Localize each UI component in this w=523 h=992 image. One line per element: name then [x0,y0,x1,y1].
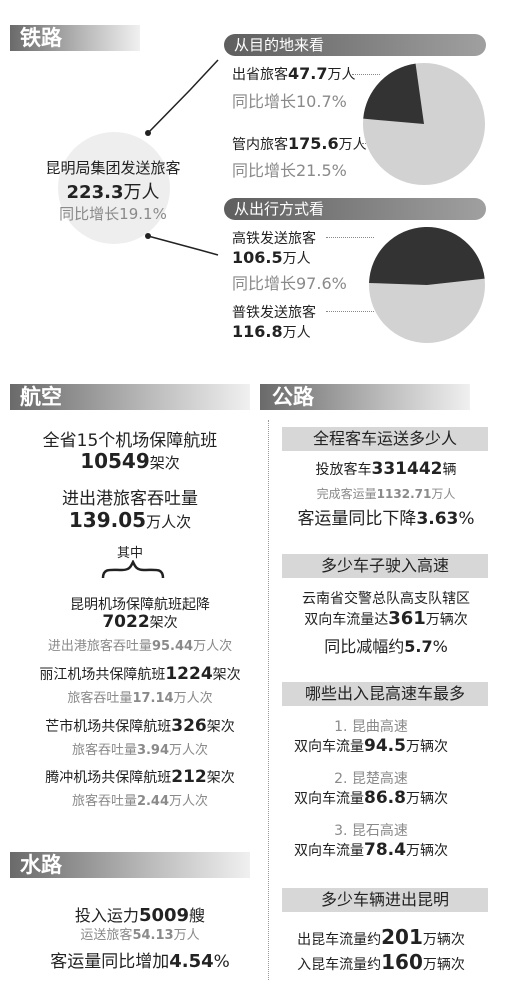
pie-slice-out-province [363,63,424,124]
water-section-title: 水路 [20,853,62,877]
rail-out-province-growth: 同比增长10.7% [232,92,347,111]
rail-normal-label: 普铁发送旅客 [232,305,316,321]
rail-section-bar [10,25,140,51]
air-line1-label: 全省15个机场保障航班 [42,431,218,451]
rail-section-title: 铁路 [20,26,62,50]
road-r3-line: 双向车流量78.4万辆次 [294,840,448,860]
road-done-line: 完成客运量1132.71万人 [316,487,456,501]
air-kunming-label: 昆明机场保障航班起降 [70,597,210,613]
road-hw-line2: 双向车流量达361万辆次 [304,608,468,629]
rail-normal-value-line: 116.8万人 [232,322,311,341]
rail-mode-header: 从出行方式看 [224,198,486,220]
road-in-line: 入昆车流量约160万辆次 [297,950,465,974]
water-growth-line: 客运量同比增加4.54% [50,951,230,972]
road-r2-name: 2. 昆楚高速 [334,771,408,787]
rail-mode-pie [369,227,485,343]
rail-connector-lines [145,59,219,256]
rail-in-province-line: 管内旅客175.6万人 [232,134,367,153]
pie-slice-hsr [369,227,485,285]
road-q4-header: 多少车辆进出昆明 [282,888,488,912]
water-section-bar [10,852,250,878]
air-tengchong-line: 腾冲机场共保障航班212架次 [45,767,235,787]
air-section-bar [10,384,250,410]
rail-hsr-label: 高铁发送旅客 [232,231,316,247]
road-bus-line: 投放客车331442辆 [315,459,457,479]
air-mangshi-sub: 旅客吞吐量3.94万人次 [71,743,209,758]
road-q2-header: 多少车子驶入高速 [282,554,488,578]
rail-out-province-line: 出省旅客47.7万人 [232,64,356,83]
air-line2-value: 139.05万人次 [68,508,192,532]
rail-group-growth: 同比增长19.1% [59,205,167,223]
air-lijiang-sub: 旅客吞吐量17.14万人次 [67,691,213,706]
water-passenger-line: 运送旅客54.13万人 [80,928,200,943]
road-r2-line: 双向车流量86.8万辆次 [294,788,448,808]
rail-normal-dots [326,311,374,312]
road-section-title: 公路 [272,385,314,409]
rail-summary-circle [58,132,170,244]
rail-destination-pie [363,63,485,185]
air-line1-value: 10549架次 [80,449,180,473]
road-r1-name: 1. 昆曲高速 [334,719,408,735]
air-among-label: 其中 [116,546,143,561]
road-hw-line1: 云南省交警总队高支队辖区 [302,591,470,607]
rail-in-province-growth: 同比增长21.5% [232,161,347,180]
rail-hsr-dots [326,237,374,238]
road-q3-header: 哪些出入昆高速车最多 [282,682,488,706]
air-kunming-value: 7022架次 [102,612,178,632]
air-section-title: 航空 [20,385,62,409]
rail-hsr-value-line: 106.5万人 [232,248,311,267]
air-tengchong-sub: 旅客吞吐量2.44万人次 [71,794,209,809]
rail-hsr-growth: 同比增长97.6% [232,274,347,293]
road-q1-header: 全程客车运送多少人 [282,427,488,451]
rail-group-total: 223.3万人 [66,182,160,203]
air-lijiang-line: 丽江机场共保障航班1224架次 [39,664,241,684]
road-drop-line: 客运量同比下降3.63% [297,509,475,529]
road-divider-dots [268,420,269,980]
road-r1-line: 双向车流量94.5万辆次 [294,736,448,756]
rail-out-dots [352,74,380,75]
rail-destination-header: 从目的地来看 [224,34,486,56]
air-kunming-sub: 进出港旅客吞吐量95.44万人次 [47,639,233,654]
rail-group-label: 昆明局集团发送旅客 [45,159,181,177]
air-mangshi-line: 芒市机场共保障航班326架次 [45,716,235,736]
road-r3-name: 3. 昆石高速 [334,823,408,839]
air-brace-icon [101,560,165,579]
air-line2-label: 进出港旅客吞吐量 [62,489,198,509]
road-out-line: 出昆车流量约201万辆次 [297,925,465,949]
road-section-bar [260,384,470,410]
road-hw-drop-line: 同比减幅约5.7% [324,637,448,656]
water-capacity-line: 投入运力5009艘 [74,905,206,926]
